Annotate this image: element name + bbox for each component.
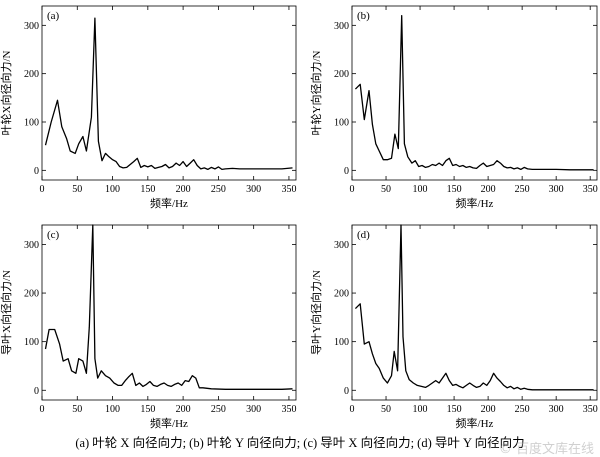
x-tick-label: 50 [381, 404, 391, 415]
chart-panel: 0 50 100 150 200 250 300 350 0 100 200 300 (b) 频率/Hz 叶… [309, 5, 598, 210]
x-tick-label: 0 [350, 404, 355, 415]
y-tick-label: 0 [34, 386, 39, 397]
y-axis-title: 导叶X向径向力/N [0, 270, 13, 355]
y-tick-label: 200 [334, 289, 349, 300]
x-tick-label: 200 [176, 184, 191, 195]
y-tick-label: 200 [334, 69, 349, 80]
panel-label: (b) [357, 10, 370, 22]
x-tick-label: 200 [481, 184, 496, 195]
x-tick-label: 50 [72, 404, 82, 415]
plot-frame [351, 224, 598, 401]
x-axis-title: 频率/Hz [456, 416, 494, 430]
plot-frame [41, 224, 297, 401]
panel-label: (a) [47, 10, 60, 22]
x-tick-label: 150 [447, 184, 462, 195]
y-tick-label: 0 [34, 166, 39, 177]
x-axis-title: 频率/Hz [150, 416, 188, 430]
x-tick-label: 0 [40, 184, 45, 195]
y-tick-label: 300 [24, 240, 39, 251]
x-tick-label: 100 [413, 404, 428, 415]
y-tick-label: 200 [24, 69, 39, 80]
x-tick-label: 350 [583, 184, 598, 195]
plot-frame [41, 5, 297, 181]
x-tick-label: 0 [40, 404, 45, 415]
y-tick-label: 100 [24, 118, 39, 129]
x-tick-label: 50 [72, 184, 82, 195]
x-tick-label: 150 [140, 184, 155, 195]
series-line [44, 17, 293, 171]
x-axis-title: 频率/Hz [456, 196, 494, 210]
y-axis-title: 叶轮Y向径向力/N [309, 50, 323, 135]
x-tick-label: 100 [105, 404, 120, 415]
series-line [354, 224, 594, 391]
chart-panel: 0 50 100 150 200 250 300 350 0 100 200 300 (d) 频率/Hz 导… [309, 224, 598, 430]
x-tick-label: 200 [481, 404, 496, 415]
y-axis-title: 导叶Y向径向力/N [309, 270, 323, 355]
y-tick-label: 100 [334, 118, 349, 129]
y-tick-label: 0 [344, 166, 349, 177]
x-tick-label: 250 [515, 184, 530, 195]
x-tick-label: 100 [105, 184, 120, 195]
y-tick-label: 0 [344, 386, 349, 397]
panel-label: (d) [357, 229, 370, 241]
x-tick-label: 150 [140, 404, 155, 415]
panel-label: (c) [47, 229, 60, 241]
y-tick-label: 300 [334, 21, 349, 32]
x-tick-label: 100 [413, 184, 428, 195]
chart-panel: 0 50 100 150 200 250 300 350 0 100 200 300 (c) 频率/Hz 导… [0, 224, 297, 430]
chart-panel: 0 50 100 150 200 250 300 350 0 100 200 300 (a) 频率/Hz 叶… [0, 5, 297, 210]
x-tick-label: 250 [211, 184, 226, 195]
y-tick-label: 200 [24, 289, 39, 300]
x-axis-title: 频率/Hz [150, 196, 188, 210]
y-tick-label: 300 [334, 240, 349, 251]
x-tick-label: 50 [381, 184, 391, 195]
x-tick-label: 150 [447, 404, 462, 415]
series-line [354, 15, 594, 171]
plot-frame [351, 5, 598, 181]
y-axis-title: 叶轮X向径向力/N [0, 50, 13, 135]
x-tick-label: 350 [281, 404, 296, 415]
x-tick-label: 300 [246, 184, 261, 195]
y-tick-label: 100 [24, 337, 39, 348]
x-tick-label: 300 [549, 184, 564, 195]
series-line [44, 224, 293, 390]
x-tick-label: 250 [211, 404, 226, 415]
x-tick-label: 0 [350, 184, 355, 195]
y-tick-label: 300 [24, 21, 39, 32]
watermark: © 百度文库在线 [498, 442, 594, 457]
y-tick-label: 100 [334, 337, 349, 348]
x-tick-label: 200 [176, 404, 191, 415]
x-tick-label: 300 [549, 404, 564, 415]
x-tick-label: 300 [246, 404, 261, 415]
figure-caption: (a) 叶轮 X 向径向力; (b) 叶轮 Y 向径向力; (c) 导叶 X 向… [75, 436, 525, 450]
x-tick-label: 250 [515, 404, 530, 415]
x-tick-label: 350 [281, 184, 296, 195]
x-tick-label: 350 [583, 404, 598, 415]
